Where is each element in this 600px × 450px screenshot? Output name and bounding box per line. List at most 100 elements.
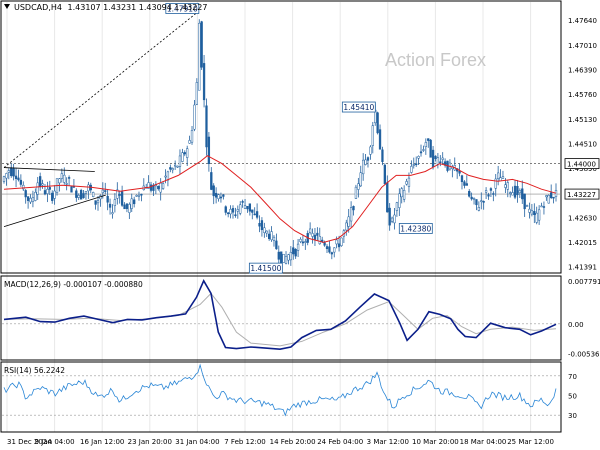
x-tick-label: 31 Jan 04:00 [175,438,219,446]
dropdown-triangle-icon[interactable] [4,4,10,9]
candle-body [79,189,83,200]
candle-body [496,172,500,179]
candle-body [292,247,295,255]
candle-body [364,159,367,165]
candle-body [417,156,420,159]
candle-body [135,195,138,197]
candle-body [468,190,471,197]
candle-body [87,184,90,192]
candle-body [241,201,244,203]
candle-body [318,236,321,245]
candle-body [236,209,239,212]
candle-body [388,207,391,226]
candle-body [518,190,521,194]
candle-body [330,252,333,255]
candle-body [402,190,406,200]
candle-body [7,170,10,173]
macd-title: MACD(12,26,9) -0.000107 -0.000880 [4,280,143,289]
candle-body [75,190,78,198]
price-series-layer: 1.47910 1.45410 1.42380 1.41500 [2,3,560,274]
rsi-title: RSI(14) 56.2242 [4,366,65,375]
candle-body [489,188,493,191]
rsi-y-tick-label: 50 [568,393,577,401]
chart-header: USDCAD,H4 1.43107 1.43231 1.43094 1.4322… [4,3,207,12]
candle-body [171,168,174,171]
candle-body [29,198,32,203]
x-tick-label: 10 Mar 20:00 [412,438,459,446]
candle-body [352,206,355,211]
candle-body [270,231,273,241]
macd-y-tick-label: 0.007791 [568,278,600,286]
candle-body [347,216,350,227]
price-y-tick-label: 1.42630 [568,215,597,223]
candle-body [34,192,37,201]
candle-body [128,204,131,213]
candle-body [164,175,167,178]
candle-body [542,206,546,208]
candle-body [63,174,66,183]
candle-body [251,209,254,213]
candle-body [516,186,519,196]
price-panel-frame [0,0,562,274]
x-tick-label: 9 Jan 04:00 [35,438,75,446]
candle-body [369,146,372,155]
price-annotation-label: 1.42380 [400,224,431,233]
candle-body [439,161,442,163]
candle-body [198,22,201,91]
candle-body [301,241,305,244]
candle-body [550,192,553,199]
candle-body [477,207,481,211]
candle-body [125,203,129,209]
candle-body [130,198,133,209]
rsi-line [3,363,557,417]
candle-body [545,195,548,198]
candle-body [173,164,177,167]
candle-body [92,192,95,197]
candle-body [22,184,25,190]
candle-body [258,223,261,227]
x-tick-label: 23 Jan 20:00 [128,438,172,446]
candle-body [429,139,432,158]
rsi-y-tick-label: 70 [568,373,577,381]
candle-body [282,253,285,263]
candle-body [511,192,514,196]
candle-body [246,206,249,210]
candle-body [294,249,297,257]
price-annotation-box [398,223,433,234]
candle-body [46,188,49,194]
candle-body [354,186,358,199]
candle-body [530,210,534,215]
candle-body [10,167,13,177]
candle-body [523,193,526,210]
candle-body [323,242,326,246]
candle-body [217,194,220,200]
candle-body [299,238,302,242]
macd-series-layer [2,279,560,351]
candle-body [357,183,360,190]
candle-body [513,185,517,198]
candle-body [480,200,483,202]
candle-body [224,206,227,213]
candle-body [308,228,312,233]
candle-body [304,241,307,243]
candle-body [113,199,117,206]
candle-body [393,214,396,224]
price-annotation-label: 1.45410 [343,103,374,112]
candle-body [415,163,418,166]
price-y-tick-label: 1.41391 [568,263,597,271]
candle-body [183,152,186,155]
candle-body [39,176,42,187]
candle-body [470,196,473,200]
x-tick-label: 18 Mar 04:00 [460,438,507,446]
candle-body [36,182,39,195]
candle-body [554,190,558,197]
rsi-panel-frame [0,361,562,433]
candle-body [284,256,288,264]
candle-body [383,164,387,185]
candle-body [5,173,8,179]
candle-body [441,157,444,160]
candle-body [345,222,348,231]
candle-body [472,197,476,200]
candle-body [161,183,165,189]
